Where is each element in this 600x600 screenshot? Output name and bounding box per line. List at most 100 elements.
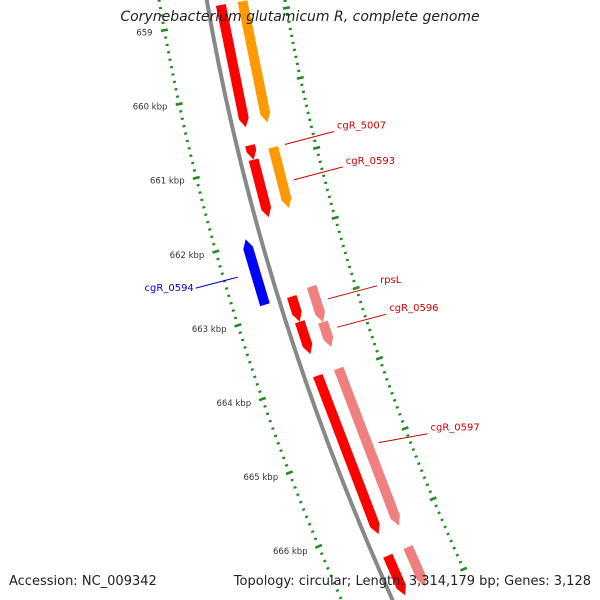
outer-ring-tick xyxy=(312,145,321,150)
feature-label[interactable]: cgR_0596 xyxy=(389,303,438,314)
outer-ring-tick xyxy=(372,342,377,346)
inner-ring-tick xyxy=(160,28,169,33)
feature-label[interactable]: cgR_0594 xyxy=(145,283,194,294)
leader-line xyxy=(284,131,335,145)
inner-ring-tick xyxy=(185,139,190,143)
outer-ring-tick xyxy=(390,391,394,395)
inner-ring-tick xyxy=(165,43,169,47)
tick-label: 662 kbp xyxy=(170,251,205,261)
inner-ring-tick xyxy=(293,485,297,490)
inner-ring-tick xyxy=(208,228,212,231)
outer-ring-tick xyxy=(408,440,413,445)
inner-ring-tick xyxy=(279,449,283,453)
outer-ring-tick xyxy=(308,118,312,122)
length-value: 3,314,179 bp xyxy=(408,574,496,589)
inner-ring-tick xyxy=(174,87,178,91)
inner-ring-tick xyxy=(290,478,294,482)
inner-ring-tick xyxy=(313,537,318,541)
outer-ring-tick xyxy=(375,349,379,353)
outer-ring-tick xyxy=(341,244,346,248)
inner-ring-tick xyxy=(298,500,303,504)
leader-line xyxy=(293,166,343,181)
outer-ring-tick xyxy=(292,48,297,52)
leader-line xyxy=(327,285,378,300)
inner-ring-tick xyxy=(281,456,286,460)
outer-ring-tick xyxy=(414,454,418,459)
feature-label[interactable]: cgR_5007 xyxy=(337,121,386,132)
inner-ring-tick xyxy=(212,249,220,254)
inner-ring-tick xyxy=(258,390,262,394)
inner-ring-tick xyxy=(182,124,186,128)
inner-ring-tick xyxy=(168,58,172,62)
cds-forward-feature-arrow[interactable] xyxy=(383,553,406,596)
inner-ring-tick xyxy=(338,596,343,600)
inner-ring-tick xyxy=(179,110,183,113)
inner-ring-tick xyxy=(335,588,340,593)
leader-line xyxy=(195,276,238,289)
inner-ring-tick xyxy=(322,559,327,563)
outer-ring-tick xyxy=(440,518,444,522)
outer-ring-tick xyxy=(368,328,372,332)
outer-ring-tick xyxy=(458,560,463,564)
outer-ring-tick xyxy=(358,300,363,304)
inner-ring-tick xyxy=(212,242,216,246)
cds-forward-feature-arrow[interactable] xyxy=(215,4,249,128)
outer-ring-tick xyxy=(446,532,450,536)
cgr-0597-feature-arrow[interactable] xyxy=(313,374,380,535)
outer-ring-tick xyxy=(327,195,332,199)
inner-ring-tick xyxy=(253,375,257,379)
genome-backbone xyxy=(204,0,395,600)
accession-label: Accession: xyxy=(9,574,78,589)
outer-ring-tick xyxy=(385,377,389,381)
genes-label: Genes: xyxy=(504,574,550,589)
outer-ring-tick xyxy=(309,125,314,129)
inner-ring-tick xyxy=(183,132,188,135)
outer-ring-tick xyxy=(296,75,304,80)
outer-ring-tick xyxy=(323,181,328,185)
outer-ring-tick xyxy=(335,223,339,227)
outer-ring-tick xyxy=(422,476,427,480)
inner-ring-tick xyxy=(166,50,171,54)
feature-label[interactable]: cgR_0597 xyxy=(431,423,480,434)
cgr-0596-feature-arrow[interactable] xyxy=(295,320,313,355)
tick-label: 659 xyxy=(136,28,152,38)
inner-ring-tick xyxy=(240,338,245,342)
feature-label[interactable]: rpsL xyxy=(380,275,402,286)
cgr-0594-feature-arrow[interactable] xyxy=(243,239,270,307)
cgr-0593-feature-arrow[interactable] xyxy=(248,158,272,218)
inner-ring-tick xyxy=(276,441,281,445)
pseudo-feature-arrow[interactable] xyxy=(403,545,426,587)
outer-ring-tick xyxy=(350,272,354,276)
outer-ring-tick xyxy=(395,405,399,409)
rna-feature-arrow[interactable] xyxy=(268,146,292,208)
tick-label: 664 kbp xyxy=(216,399,251,409)
inner-ring-tick xyxy=(245,353,250,357)
pseudo-feature-arrow[interactable] xyxy=(318,320,334,348)
inner-ring-tick xyxy=(175,95,180,98)
outer-ring-tick xyxy=(347,265,352,269)
cgr-5007-feature-arrow[interactable] xyxy=(245,144,257,160)
tick-label: 660 kbp xyxy=(133,103,168,113)
inner-ring-tick xyxy=(224,286,229,290)
outer-ring-tick xyxy=(392,398,397,402)
inner-ring-tick xyxy=(258,396,267,402)
inner-ring-tick xyxy=(169,65,174,69)
inner-ring-tick xyxy=(158,6,163,10)
pseudo-feature-arrow[interactable] xyxy=(333,366,400,526)
inner-ring-tick xyxy=(206,220,210,224)
pseudo-feature-arrow[interactable] xyxy=(306,284,325,323)
outer-ring-tick xyxy=(311,132,315,136)
outer-ring-tick xyxy=(304,104,309,108)
rpsl-feature-arrow[interactable] xyxy=(287,295,302,322)
outer-ring-tick xyxy=(398,412,402,416)
rna-feature-arrow[interactable] xyxy=(237,0,271,123)
inner-ring-tick xyxy=(243,345,247,349)
inner-ring-tick xyxy=(265,412,270,416)
inner-ring-tick xyxy=(329,574,333,578)
outer-ring-tick xyxy=(337,230,341,234)
tick-label: 666 kbp xyxy=(273,547,308,557)
inner-ring-tick xyxy=(271,426,275,431)
outer-ring-tick xyxy=(320,167,324,171)
feature-label[interactable]: cgR_0593 xyxy=(346,156,395,167)
inner-ring-tick xyxy=(204,213,208,217)
